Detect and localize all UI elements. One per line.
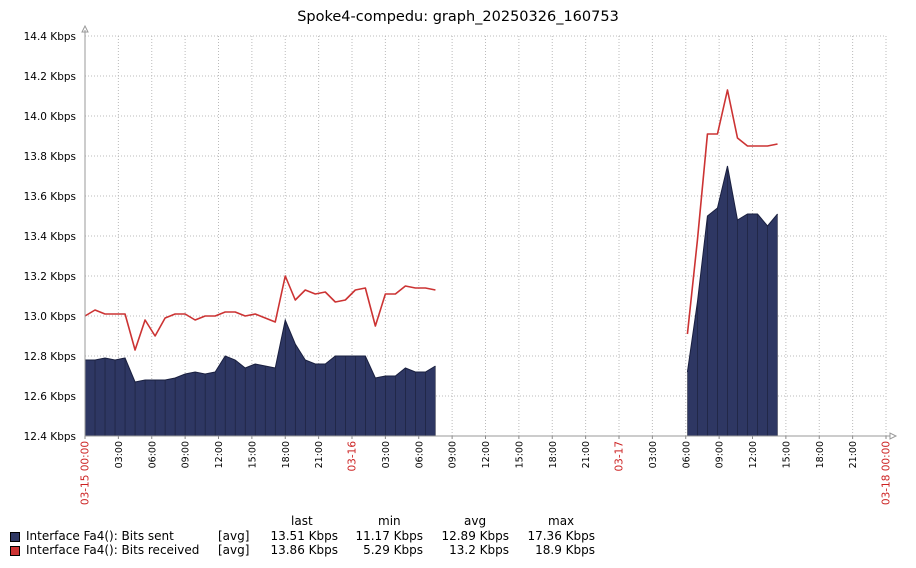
y-tick-label: 12.6 Kbps	[24, 391, 76, 403]
x-tick-label: 21:00	[848, 441, 859, 468]
x-tick-labels: 03-15 00:00 03:00 06:00 09:00 12:00 15:00 18:0…	[80, 441, 893, 505]
legend-row-bits-received: Interface Fa4(): Bits received [avg] 13.…	[10, 543, 610, 557]
y-tick-label: 13.4 Kbps	[24, 231, 76, 243]
x-tick-label: 06:00	[147, 441, 158, 468]
x-tick-label: 21:00	[581, 441, 592, 468]
x-tick-label: 09:00	[715, 441, 726, 468]
x-tick-label: 03:00	[648, 441, 659, 468]
bits-received-line	[84, 275, 436, 351]
bits-sent-outline	[85, 318, 436, 383]
legend-func: [avg]	[218, 529, 250, 543]
legend-col-avg: avg	[464, 514, 487, 528]
legend-last: 13.51 Kbps	[270, 529, 338, 543]
axes	[81, 24, 898, 440]
x-tick-label: 18:00	[281, 441, 292, 468]
y-tick-label: 12.8 Kbps	[24, 351, 76, 363]
x-tick-label: 21:00	[314, 441, 325, 468]
legend-row-bits-sent: Interface Fa4(): Bits sent [avg] 13.51 K…	[10, 529, 610, 543]
legend-name: Interface Fa4(): Bits sent	[26, 529, 174, 543]
x-tick-label: 15:00	[781, 441, 792, 468]
x-tick-label: 03-16	[347, 441, 359, 472]
legend-swatch-received	[10, 546, 20, 556]
x-tick-label: 03-17	[614, 441, 626, 472]
legend-col-max: max	[548, 514, 575, 528]
y-tick-labels: 12.4 Kbps 12.6 Kbps 12.8 Kbps 13.0 Kbps 13.2…	[24, 31, 76, 443]
x-tick-label: 12:00	[214, 441, 225, 468]
x-tick-label: 03-15 00:00	[80, 441, 92, 505]
legend-min: 11.17 Kbps	[355, 529, 423, 543]
bits-sent-area	[85, 320, 436, 436]
legend-max: 18.9 Kbps	[535, 543, 595, 557]
x-tick-label: 09:00	[448, 441, 459, 468]
legend-swatch-sent	[10, 532, 20, 542]
y-tick-label: 14.2 Kbps	[24, 71, 76, 83]
x-tick-label: 03-18 00:00	[881, 441, 893, 505]
x-tick-label: 09:00	[181, 441, 192, 468]
x-tick-label: 06:00	[414, 441, 425, 468]
y-tick-label: 14.0 Kbps	[24, 111, 76, 123]
x-tick-label: 12:00	[481, 441, 492, 468]
legend-min: 5.29 Kbps	[363, 543, 423, 557]
x-tick-label: 06:00	[681, 441, 692, 468]
legend-last: 13.86 Kbps	[270, 543, 338, 557]
x-tick-label: 15:00	[247, 441, 258, 468]
y-tick-label: 13.8 Kbps	[24, 151, 76, 163]
legend-avg: 13.2 Kbps	[449, 543, 509, 557]
x-tick-label: 18:00	[815, 441, 826, 468]
y-tick-label: 13.6 Kbps	[24, 191, 76, 203]
x-tick-label: 18:00	[548, 441, 559, 468]
x-tick-label: 03:00	[381, 441, 392, 468]
chart-title: Spoke4-compedu: graph_20250326_160753	[297, 9, 619, 25]
x-tick-label: 03:00	[114, 441, 125, 468]
x-axis-arrow	[889, 432, 898, 440]
x-tick-label: 12:00	[748, 441, 759, 468]
bits-sent-area	[687, 166, 778, 436]
y-tick-label: 13.0 Kbps	[24, 311, 76, 323]
y-tick-label: 13.2 Kbps	[24, 271, 76, 283]
y-axis-arrow	[81, 24, 89, 33]
bits-sent-outline	[686, 165, 778, 373]
legend-col-last: last	[291, 514, 313, 528]
series-layer	[84, 89, 778, 436]
bits-received-line	[686, 89, 778, 335]
legend-name: Interface Fa4(): Bits received	[26, 543, 200, 557]
x-tick-label: 15:00	[514, 441, 525, 468]
legend-avg: 12.89 Kbps	[441, 529, 509, 543]
grid	[85, 35, 887, 436]
y-tick-label: 14.4 Kbps	[24, 31, 76, 43]
legend-max: 17.36 Kbps	[527, 529, 595, 543]
legend-func: [avg]	[218, 543, 250, 557]
legend-col-min: min	[378, 514, 401, 528]
y-tick-label: 12.4 Kbps	[24, 431, 76, 443]
